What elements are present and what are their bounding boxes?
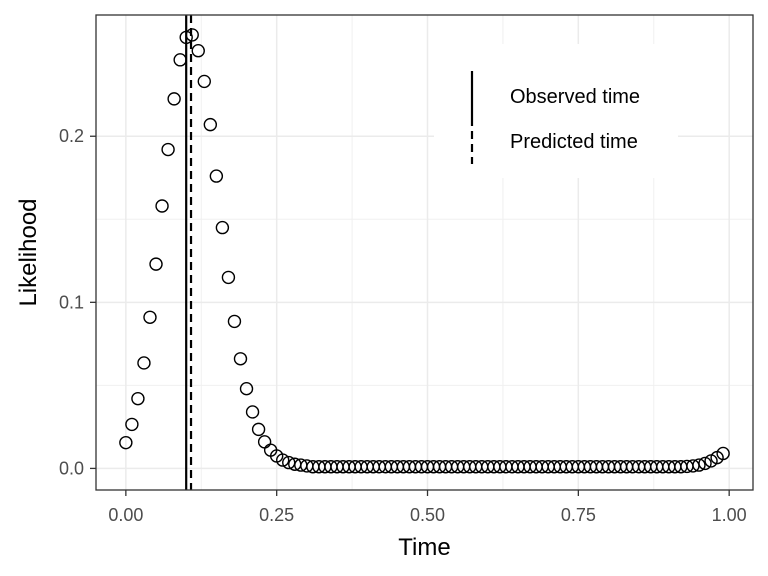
x-tick-label: 0.50	[410, 505, 445, 525]
data-point	[251, 422, 266, 437]
data-point	[149, 257, 163, 271]
data-point	[221, 270, 236, 285]
x-tick-label: 1.00	[712, 505, 747, 525]
data-point	[119, 435, 133, 450]
y-tick-label: 0.2	[59, 126, 84, 146]
data-point	[137, 356, 151, 370]
data-point	[233, 352, 248, 366]
data-point	[692, 458, 706, 472]
legend-label-observed: Observed time	[510, 86, 640, 108]
panel-border	[95, 14, 754, 491]
legend-label-predicted: Predicted time	[510, 131, 638, 153]
data-point	[716, 446, 730, 461]
x-axis-ticks: 0.00 0.25 0.50 0.75 1.00	[108, 490, 747, 525]
legend: Observed time Predicted time	[434, 44, 678, 178]
y-tick-label: 0.0	[59, 458, 84, 478]
reference-lines	[185, 15, 193, 490]
data-point	[197, 74, 211, 89]
data-point	[209, 169, 224, 183]
data-point	[131, 391, 145, 406]
data-point	[191, 44, 205, 58]
major-gridlines	[96, 15, 753, 490]
data-point	[185, 28, 199, 42]
data-point	[215, 220, 230, 235]
data-point	[125, 417, 139, 432]
data-point	[239, 381, 254, 396]
data-point	[276, 453, 290, 467]
data-point	[155, 199, 169, 213]
data-point	[227, 314, 242, 329]
data-point	[167, 92, 181, 106]
data-point	[245, 405, 260, 419]
data-point	[203, 117, 218, 132]
x-tick-label: 0.25	[259, 505, 294, 525]
legend-background	[434, 44, 678, 178]
data-point	[161, 142, 175, 157]
data-point	[698, 456, 712, 471]
y-axis-title: Likelihood	[15, 198, 42, 306]
data-point	[143, 310, 157, 324]
data-point	[179, 30, 193, 45]
x-tick-label: 0.00	[108, 505, 143, 525]
y-axis-ticks: 0.0 0.1 0.2	[59, 126, 96, 478]
data-points	[119, 28, 730, 474]
x-tick-label: 0.75	[561, 505, 596, 525]
x-axis-title: Time	[398, 534, 450, 561]
data-point	[173, 53, 187, 67]
y-tick-label: 0.1	[59, 292, 84, 312]
